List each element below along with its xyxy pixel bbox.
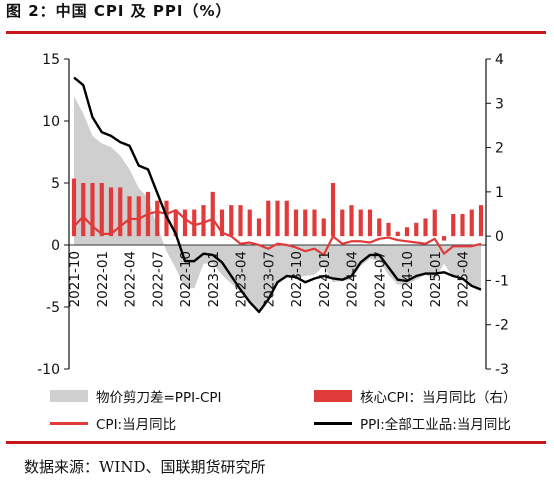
legend-label-scissor: 物价剪刀差=PPI-CPI bbox=[96, 390, 222, 406]
core-cpi-bar bbox=[349, 205, 354, 237]
core-cpi-bar bbox=[330, 183, 336, 237]
figure-header: 图 2：中国 CPI 及 PPI（%） bbox=[0, 0, 554, 22]
core-cpi-bar bbox=[395, 231, 400, 237]
core-cpi-bar bbox=[312, 209, 317, 237]
core-cpi-bar bbox=[229, 205, 234, 237]
core-cpi-bar bbox=[469, 209, 474, 237]
figure-title: 图 2：中国 CPI 及 PPI（%） bbox=[6, 2, 232, 20]
core-cpi-bar bbox=[284, 200, 289, 237]
core-cpi-bar bbox=[404, 227, 410, 237]
core-cpi-bar bbox=[118, 187, 123, 237]
right-tick-label: 1 bbox=[495, 185, 504, 201]
core-cpi-bar bbox=[108, 187, 114, 237]
legend-label-ppi: PPI:全部工业品:当月同比 bbox=[360, 417, 511, 433]
x-tick-label: 2022-10 bbox=[178, 251, 194, 307]
core-cpi-bar bbox=[71, 178, 77, 237]
core-cpi-bar bbox=[293, 209, 299, 237]
left-tick-label: 5 bbox=[51, 176, 60, 192]
x-tick-label: 2024-10 bbox=[400, 251, 416, 307]
data-source-note: 数据来源：WIND、国联期货研究所 bbox=[24, 458, 266, 476]
core-cpi-bar bbox=[451, 214, 456, 237]
legend-item-core-cpi: 核心CPI：当月同比（右） bbox=[314, 386, 517, 406]
core-cpi-bar bbox=[386, 222, 391, 237]
x-tick-label: 2024-04 bbox=[345, 251, 361, 307]
core-cpi-bar bbox=[358, 209, 363, 237]
core-cpi-bar bbox=[377, 218, 382, 237]
core-cpi-bar bbox=[182, 209, 188, 237]
core-cpi-bar bbox=[321, 218, 326, 237]
core-cpi-bar bbox=[275, 200, 280, 237]
core-cpi-bar bbox=[247, 209, 252, 237]
x-tick-label: 2022-01 bbox=[95, 251, 111, 307]
left-tick-label: -5 bbox=[46, 300, 60, 316]
core-cpi-bar bbox=[340, 209, 345, 237]
x-tick-label: 2025-01 bbox=[428, 251, 444, 307]
core-cpi-bar bbox=[367, 209, 373, 237]
legend-label-core-cpi: 核心CPI：当月同比（右） bbox=[360, 390, 517, 406]
title-divider bbox=[6, 31, 546, 34]
left-tick-label: 10 bbox=[42, 114, 60, 130]
scissor-area bbox=[74, 96, 481, 312]
legend-item-scissor: 物价剪刀差=PPI-CPI bbox=[50, 386, 222, 406]
core-cpi-bar bbox=[478, 205, 484, 237]
legend-label-cpi: CPI:当月同比 bbox=[96, 417, 177, 433]
x-tick-label: 2021-10 bbox=[67, 251, 83, 307]
core-cpi-bar bbox=[414, 222, 419, 237]
core-cpi-bar bbox=[81, 183, 86, 237]
x-tick-label: 2022-04 bbox=[123, 251, 139, 307]
core-cpi-bar bbox=[90, 183, 95, 237]
core-cpi-bar bbox=[423, 218, 428, 237]
x-tick-label: 2024-01 bbox=[317, 251, 333, 307]
right-tick-label: 3 bbox=[495, 96, 504, 112]
core-cpi-bar bbox=[219, 209, 225, 237]
core-cpi-bar bbox=[441, 236, 447, 241]
ppi-line bbox=[73, 76, 482, 314]
x-tick-label: 2025-04 bbox=[456, 251, 472, 307]
right-tick-label: 0 bbox=[495, 229, 504, 245]
core-cpi-bar bbox=[99, 183, 104, 237]
x-tick-label: 2022-07 bbox=[150, 251, 166, 307]
chart-legend: 物价剪刀差=PPI-CPI 核心CPI：当月同比（右） CPI:当月同比 PPI… bbox=[30, 384, 530, 434]
x-tick-label: 2023-10 bbox=[289, 251, 305, 307]
x-tick-label: 2024-07 bbox=[372, 251, 388, 307]
left-tick-label: -10 bbox=[37, 362, 60, 378]
core-cpi-bar bbox=[238, 205, 243, 237]
cpi-line bbox=[73, 209, 482, 257]
right-tick-label: 2 bbox=[495, 141, 504, 157]
legend-swatch-bar bbox=[314, 390, 352, 402]
right-tick-label: -2 bbox=[495, 318, 509, 334]
core-cpi-bar bbox=[460, 214, 465, 237]
core-cpi-bar bbox=[136, 196, 141, 237]
core-cpi-bar bbox=[201, 205, 206, 237]
x-tick-label: 2023-07 bbox=[261, 251, 277, 307]
core-cpi-bar bbox=[256, 218, 262, 237]
right-tick-label: 4 bbox=[495, 52, 504, 68]
legend-swatch-cpi-line bbox=[50, 421, 88, 425]
legend-swatch-ppi-line bbox=[314, 421, 352, 425]
core-cpi-bar bbox=[192, 209, 197, 237]
legend-item-ppi: PPI:全部工业品:当月同比 bbox=[314, 413, 511, 433]
core-cpi-bar bbox=[432, 209, 437, 237]
core-cpi-bar bbox=[303, 209, 308, 237]
core-cpi-bar bbox=[127, 196, 132, 237]
legend-swatch-area bbox=[50, 390, 88, 402]
core-cpi-bar bbox=[210, 191, 215, 237]
core-cpi-bar bbox=[173, 209, 178, 237]
legend-item-cpi: CPI:当月同比 bbox=[50, 413, 176, 433]
left-tick-label: 15 bbox=[42, 52, 60, 68]
right-tick-label: -1 bbox=[495, 273, 509, 289]
x-tick-label: 2023-04 bbox=[234, 251, 250, 307]
left-tick-label: 0 bbox=[51, 238, 60, 254]
footer-divider bbox=[6, 441, 546, 444]
core-cpi-bar bbox=[266, 200, 271, 237]
right-tick-label: -3 bbox=[495, 362, 509, 378]
core-cpi-bar bbox=[155, 200, 160, 237]
x-tick-label: 2023-01 bbox=[206, 251, 222, 307]
